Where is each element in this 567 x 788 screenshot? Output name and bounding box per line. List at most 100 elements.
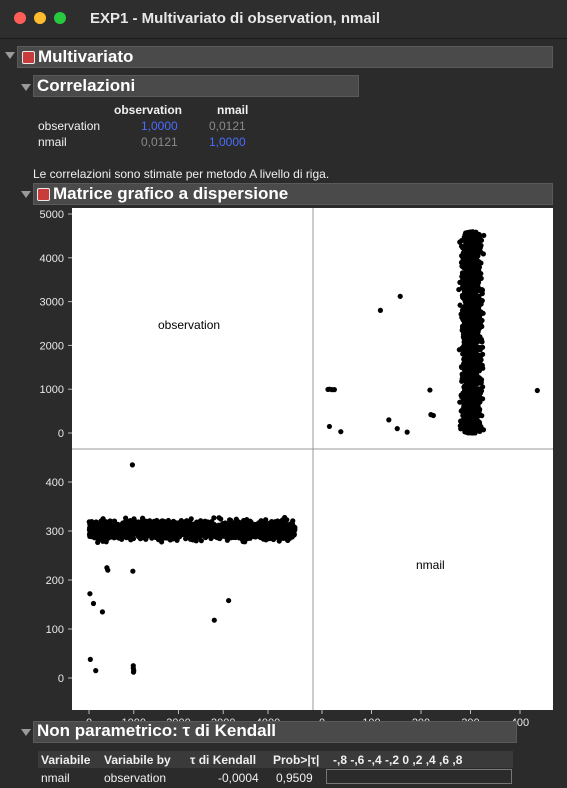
scatter-point-dense: [236, 535, 242, 541]
scatter-point-dense: [459, 263, 465, 269]
scatter-point-dense: [466, 244, 473, 250]
scatter-point-dense: [170, 521, 176, 527]
scatter-point-outlier: [87, 591, 93, 597]
scatter-point-dense: [459, 323, 466, 329]
scatter-point-dense: [92, 530, 98, 536]
scatter-point-dense: [135, 527, 141, 533]
scatter-point-dense: [159, 518, 166, 524]
corr-col-header-nmail: nmail: [217, 103, 249, 117]
scatter-point-dense: [289, 520, 295, 526]
scatter-point-dense: [252, 532, 258, 538]
scatter-point-dense: [469, 255, 475, 261]
zoom-window-button[interactable]: [54, 12, 66, 24]
y-tick-label-bottom: 300: [46, 526, 64, 538]
scatter-point-dense: [205, 521, 211, 527]
scatter-point-dense: [472, 361, 478, 367]
scatter-point-dense: [470, 328, 477, 335]
scatter-point-outlier: [130, 568, 136, 574]
scatter-point-dense: [478, 309, 484, 315]
close-window-button[interactable]: [14, 12, 26, 24]
multivariate-header-bar: [17, 46, 553, 68]
scatter-point-dense: [479, 413, 485, 419]
kendall-header-row: [38, 751, 513, 768]
minimize-window-button[interactable]: [34, 12, 46, 24]
scatter-point-dense: [284, 517, 290, 523]
scatter-point-dense: [461, 355, 467, 362]
scatter-point-dense: [466, 341, 472, 347]
scatter-point-dense: [472, 405, 478, 411]
kendall-col-prob: Prob>|τ|: [273, 753, 320, 767]
scatter-matrix-disclosure-icon[interactable]: [21, 191, 31, 198]
scatter-point-dense: [175, 527, 181, 533]
scatter-point-dense: [256, 530, 262, 536]
scatter-point-outlier: [131, 668, 137, 674]
scatter-point-outlier: [428, 412, 434, 418]
y-tick-label-top: 0: [58, 428, 64, 440]
scatter-point-dense: [256, 534, 262, 540]
scatter-point-dense: [474, 270, 480, 277]
scatter-point-dense: [226, 524, 232, 530]
scatter-matrix-header-bar: [33, 183, 553, 205]
scatter-point-dense: [216, 530, 222, 536]
scatter-point-dense: [468, 417, 475, 423]
scatter-point-dense: [147, 522, 154, 528]
scatter-matrix-red-triangle-menu-icon[interactable]: [37, 188, 50, 201]
scatter-point-dense: [115, 522, 121, 528]
corr-cell-observation-nmail: 0,0121: [209, 119, 246, 133]
diagonal-label-nmail: nmail: [416, 558, 445, 572]
multivariate-red-triangle-menu-icon[interactable]: [22, 51, 35, 64]
scatter-point-dense: [470, 248, 476, 254]
scatter-point-dense: [469, 367, 476, 373]
corr-cell-observation-observation: 1,0000: [141, 119, 178, 133]
scatter-point-dense: [132, 518, 138, 525]
scatter-point-outlier: [326, 423, 333, 430]
scatter-point-dense: [471, 297, 477, 303]
scatter-point-dense: [476, 407, 482, 413]
scatter-point-dense: [190, 537, 196, 543]
scatter-point-outlier: [326, 386, 333, 392]
scatter-point-outlier: [99, 609, 106, 615]
scatter-point-dense: [217, 523, 223, 529]
scatter-point-dense: [468, 303, 474, 309]
kendall-tau-bar: [326, 769, 512, 784]
scatter-point-dense: [472, 430, 478, 436]
scatter-point-dense: [208, 530, 215, 536]
scatter-point-dense: [195, 523, 201, 530]
kendall-cell-tau: -0,0004: [218, 771, 259, 785]
kendall-disclosure-icon[interactable]: [21, 729, 31, 736]
scatter-point-dense: [89, 518, 95, 525]
kendall-col-variable: Variabile: [41, 753, 91, 767]
scatter-matrix-title: Matrice grafico a dispersione: [53, 184, 289, 203]
scatter-point-dense: [476, 259, 483, 265]
scatter-point-dense: [475, 299, 482, 305]
scatter-point-dense: [479, 362, 485, 368]
scatter-point-dense: [241, 519, 247, 526]
scatter-point-dense: [184, 531, 191, 537]
scatter-point-dense: [276, 536, 283, 542]
scatter-point-dense: [462, 402, 468, 408]
scatter-point-dense: [457, 418, 464, 424]
correlations-disclosure-icon[interactable]: [21, 84, 31, 91]
scatter-point-dense: [474, 339, 480, 345]
scatter-point-dense: [123, 515, 129, 521]
scatter-point-dense: [467, 345, 473, 351]
scatter-point-dense: [463, 245, 469, 251]
scatter-point-dense: [127, 536, 133, 542]
scatter-point-outlier: [226, 597, 232, 604]
scatter-point-dense: [478, 322, 484, 328]
scatter-point-dense: [471, 373, 477, 379]
scatter-point-dense: [244, 532, 250, 538]
scatter-point-dense: [474, 366, 481, 372]
kendall-cell-by: observation: [104, 771, 167, 785]
scatter-point-dense: [100, 538, 106, 544]
scatter-point-dense: [465, 420, 471, 427]
scatter-point-dense: [465, 312, 471, 319]
scatter-point-dense: [463, 368, 470, 374]
y-tick-label-bottom: 100: [46, 624, 64, 636]
kendall-col-scale: -,8 -,6 -,4 -,2 0 ,2 ,4 ,6 ,8: [333, 753, 463, 767]
scatter-point-dense: [466, 386, 472, 392]
multivariate-disclosure-icon[interactable]: [5, 52, 15, 59]
scatter-point-dense: [472, 318, 478, 324]
scatter-point-dense: [218, 516, 224, 522]
scatter-point-dense: [115, 528, 121, 534]
